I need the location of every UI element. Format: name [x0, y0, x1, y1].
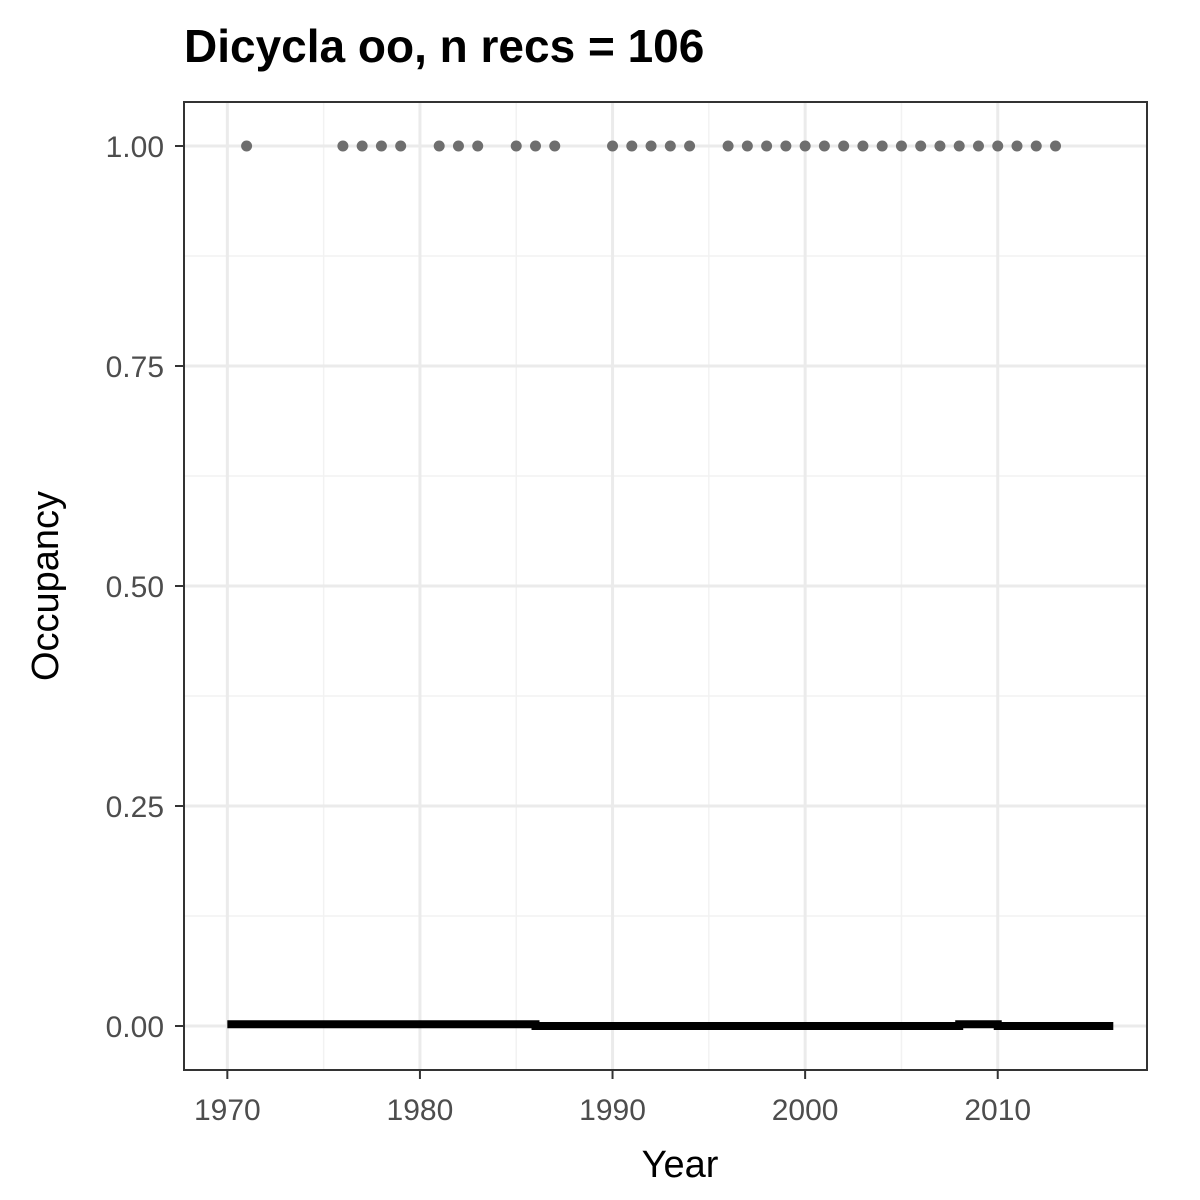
record-point — [1011, 140, 1023, 152]
y-tick-label: 0.50 — [106, 571, 164, 604]
record-point — [664, 140, 676, 152]
record-point — [529, 140, 541, 152]
record-point — [433, 140, 445, 152]
record-point — [780, 140, 792, 152]
x-tick-label: 1990 — [579, 1094, 646, 1127]
record-point — [337, 140, 349, 152]
record-point — [395, 140, 407, 152]
x-tick-label: 1980 — [387, 1094, 454, 1127]
record-point — [722, 140, 734, 152]
record-point — [741, 140, 753, 152]
x-tick-label: 2010 — [964, 1094, 1031, 1127]
record-point — [549, 140, 561, 152]
record-point — [626, 140, 638, 152]
record-point — [818, 140, 830, 152]
record-point — [915, 140, 927, 152]
record-point — [876, 140, 888, 152]
record-point — [761, 140, 773, 152]
y-tick-label: 0.25 — [106, 791, 164, 824]
x-axis-title: Year — [642, 1144, 719, 1186]
x-tick-label: 1970 — [194, 1094, 261, 1127]
chart-title: Dicycla oo, n recs = 106 — [184, 20, 704, 72]
record-point — [645, 140, 657, 152]
record-point — [375, 140, 387, 152]
record-point — [953, 140, 965, 152]
record-point — [1030, 140, 1042, 152]
occupancy-trend-line — [227, 1020, 1114, 1030]
data-points — [241, 140, 1062, 152]
trend-lines — [227, 1020, 1114, 1030]
record-point — [895, 140, 907, 152]
record-point — [356, 140, 368, 152]
y-tick-label: 1.00 — [106, 131, 164, 164]
x-tick-label: 2000 — [772, 1094, 839, 1127]
record-point — [452, 140, 464, 152]
axes: 1970 1980 1990 2000 2010 0.00 0.25 0.50 0.75 1.00 — [106, 131, 1032, 1127]
record-point — [684, 140, 696, 152]
y-tick-label: 0.00 — [106, 1011, 164, 1044]
record-point — [972, 140, 984, 152]
record-point — [799, 140, 811, 152]
record-point — [607, 140, 619, 152]
record-point — [241, 140, 253, 152]
record-point — [992, 140, 1004, 152]
record-point — [934, 140, 946, 152]
y-tick-label: 0.75 — [106, 351, 164, 384]
record-point — [857, 140, 869, 152]
y-axis-title: Occupancy — [25, 491, 67, 681]
record-point — [838, 140, 850, 152]
record-point — [510, 140, 522, 152]
record-point — [1050, 140, 1062, 152]
record-point — [472, 140, 484, 152]
